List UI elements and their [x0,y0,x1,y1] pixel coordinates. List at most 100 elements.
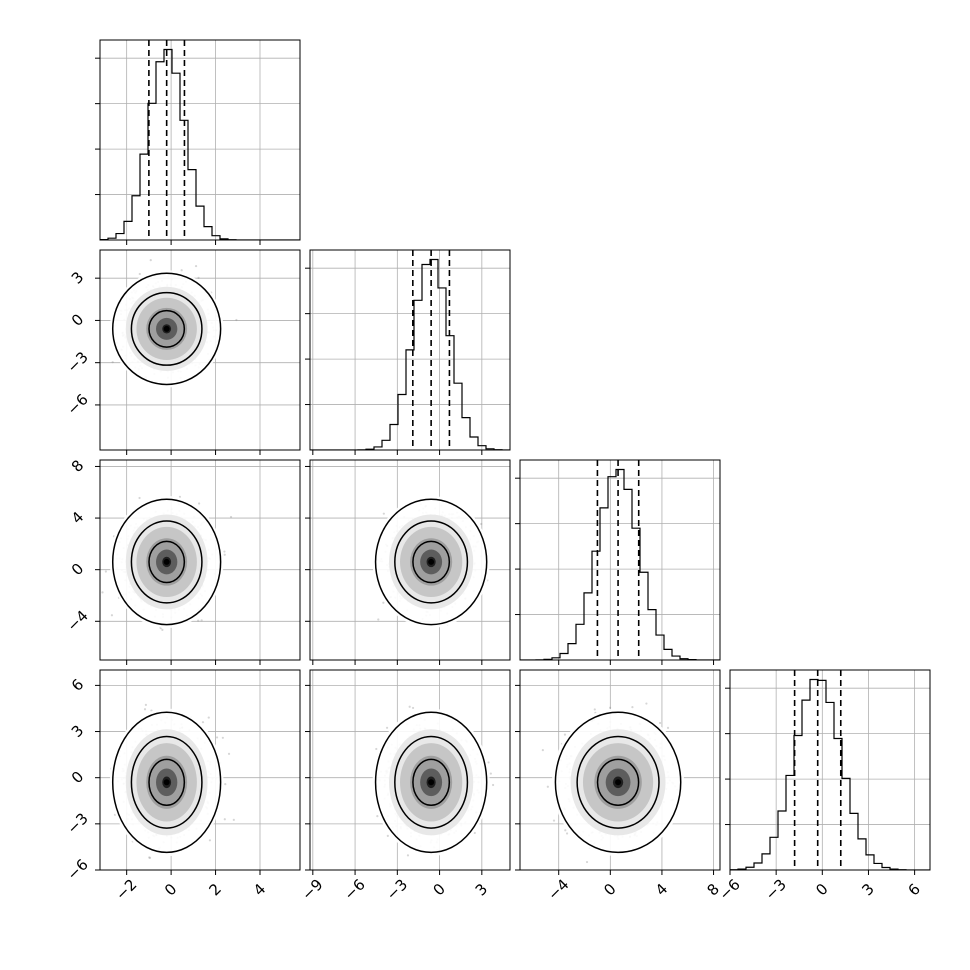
histogram-line [100,48,300,240]
gridlines [310,250,510,450]
contour-line [130,520,203,604]
density-peak [428,779,435,786]
sample-point [386,834,389,837]
histogram-panel-1 [305,249,511,455]
sample-point [200,619,203,622]
contour-line [412,540,451,584]
panel-frame [519,459,721,661]
x-tick-label: 3 [472,880,491,899]
sample-point [232,818,235,821]
y-tick-label: 3 [68,268,87,287]
y-tick-label: 0 [68,560,87,579]
sample-point [101,591,104,594]
contour-line [596,758,640,807]
contour-line [148,758,186,807]
contour-line [148,540,186,584]
sample-point [473,831,476,835]
x-tick-label: −6 [341,875,369,903]
y-tick-label: −3 [63,348,91,376]
contour-line [111,272,222,386]
density-layer [372,705,495,857]
density-layer [109,703,235,859]
y-tick-label: 8 [68,456,87,475]
sample-point [223,550,226,553]
sample-point [408,705,411,708]
sample-point [197,502,201,505]
sample-point [221,736,224,739]
panel-frame [519,669,721,871]
sample-point [224,783,227,786]
panel-frame [99,249,301,451]
sample-point [666,726,670,729]
sample-point [227,752,231,755]
contour-line [394,520,469,604]
panel-frame [309,459,511,661]
histogram-line [520,468,720,660]
sample-point [111,361,114,364]
sample-point [382,512,385,515]
sample-point [144,703,148,706]
histogram-line [310,258,510,450]
contour-line [576,735,660,829]
sample-point [382,601,385,604]
sample-point [194,264,198,268]
gridlines [520,460,720,660]
density-layer [541,702,685,864]
sample-point [487,761,490,764]
sample-point [593,708,596,711]
sample-point [201,721,205,724]
sample-point [180,269,183,272]
density-peak [615,779,622,786]
x-tick-label: −2 [112,875,140,903]
x-tick-label: 4 [250,880,269,899]
panel-frame [309,669,511,871]
y-tick-label: −3 [63,809,91,837]
y-tick-label: −6 [63,855,91,883]
sample-point [208,839,212,842]
x-tick-label: −9 [298,875,326,903]
sample-point [406,854,410,857]
y-tick-label: 0 [68,310,87,329]
panel-frame [99,669,301,871]
density-layer [91,259,238,388]
sample-point [138,272,141,276]
contour-line [394,735,469,829]
sample-point [229,515,233,519]
sample-point [376,815,379,818]
x-tick-label: 0 [161,880,180,899]
sample-point [489,772,492,775]
x-tick-label: 2 [205,880,224,899]
sample-point [161,628,164,631]
sample-point [143,708,147,711]
sample-point [411,706,415,710]
contour-line [130,735,203,829]
sample-point [104,570,107,573]
x-tick-label: 0 [600,880,619,899]
y-tick-label: 4 [68,508,87,527]
scatter-panel-2-1 [305,459,511,665]
contour-line [148,309,186,348]
gridlines [310,460,510,660]
contour-line [412,758,451,807]
sample-point [541,749,544,752]
sample-point [631,706,634,709]
sample-point [197,276,200,279]
density-layer [101,495,233,631]
sample-point [235,318,238,322]
panel-frame [309,249,511,451]
sample-point [563,733,567,736]
y-tick-label: −6 [63,390,91,418]
sample-point [138,496,141,500]
sample-point [223,818,226,821]
y-tick-label: 3 [68,721,87,740]
panel-frame [99,459,301,661]
density-peak [163,779,170,786]
x-tick-label: 4 [652,880,671,899]
density-peak [163,558,170,565]
contour-line [111,711,222,854]
y-tick-label: −4 [63,607,91,635]
sample-point [609,706,612,709]
x-tick-label: 0 [429,880,448,899]
sample-point [91,302,93,304]
